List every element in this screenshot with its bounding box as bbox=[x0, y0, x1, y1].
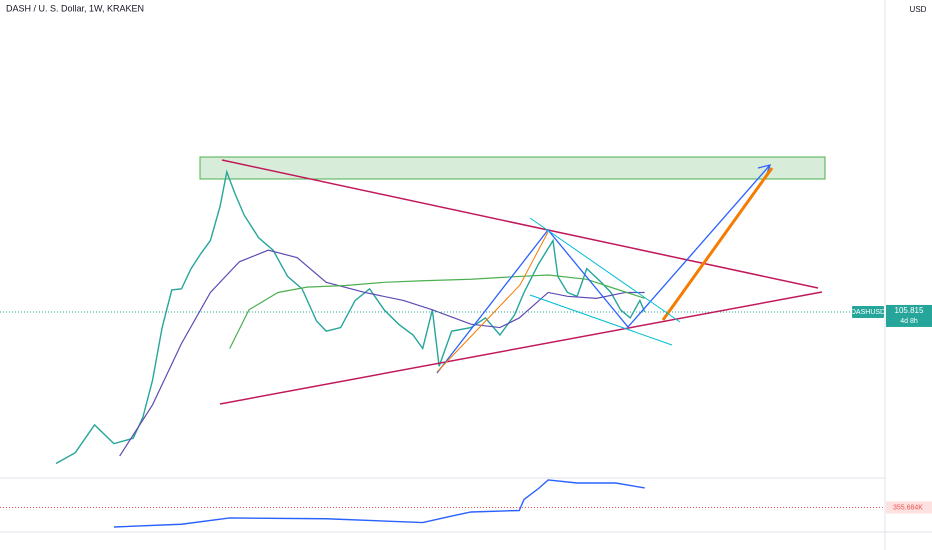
wave-line bbox=[661, 167, 774, 321]
projection-path bbox=[436, 164, 771, 374]
last-price-label: 105.815 bbox=[895, 306, 924, 315]
price-badge bbox=[886, 304, 932, 327]
wave-line bbox=[436, 231, 549, 373]
trendline bbox=[221, 159, 819, 289]
resistance-zone bbox=[199, 156, 826, 180]
axes: DASHUSD 105.815 4d 8h 355.684K bbox=[851, 304, 932, 514]
drawings bbox=[219, 159, 823, 405]
symbol-label: DASHUSD bbox=[851, 309, 885, 316]
price-line bbox=[119, 249, 645, 457]
price-line bbox=[229, 274, 645, 349]
symbol-badge bbox=[852, 305, 884, 318]
trendline bbox=[219, 291, 823, 405]
last-value-label: 355.684K bbox=[893, 504, 923, 511]
currency-label: USD bbox=[910, 5, 927, 14]
plot bbox=[0, 169, 885, 528]
value-badge bbox=[886, 501, 932, 514]
channel-line bbox=[529, 294, 673, 346]
channel-line bbox=[529, 217, 681, 323]
chart-title: DASH / U. S. Dollar, 1W, KRAKEN bbox=[6, 3, 144, 13]
price-line bbox=[55, 169, 646, 465]
price-line bbox=[113, 479, 645, 528]
countdown-label: 4d 8h bbox=[900, 318, 918, 325]
